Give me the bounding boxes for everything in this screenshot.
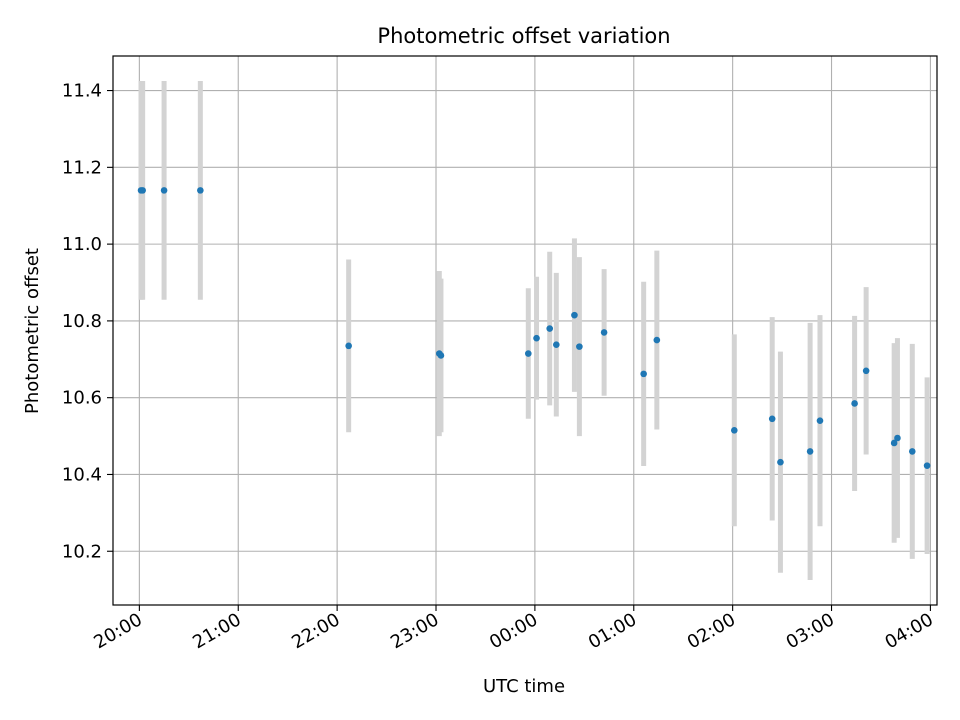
data-points (137, 187, 931, 469)
y-tick-label: 10.4 (62, 464, 102, 485)
data-point (640, 370, 647, 378)
chart-title: Photometric offset variation (377, 24, 670, 48)
data-point (576, 343, 583, 350)
data-point (546, 325, 554, 332)
data-point (923, 462, 931, 469)
data-point (139, 187, 146, 194)
plot-area-frame (112, 55, 938, 606)
data-point (862, 367, 870, 375)
data-point (524, 350, 532, 357)
data-point (160, 187, 168, 194)
data-point (768, 415, 776, 423)
data-point (816, 417, 824, 425)
y-tick-label: 10.8 (62, 311, 102, 332)
data-point (553, 341, 560, 349)
data-point (894, 434, 901, 442)
data-point (345, 342, 352, 350)
data-point (653, 336, 661, 344)
data-point (908, 448, 916, 455)
y-tick-label: 10.6 (62, 388, 102, 409)
data-point (437, 352, 445, 359)
x-axis-label: UTC time (483, 676, 565, 697)
y-axis-ticks: 10.2 10.4 10.6 10.8 11.0 11.2 11.4 (62, 81, 113, 562)
y-tick-label: 11.0 (62, 234, 102, 255)
data-point (730, 427, 738, 434)
data-point (533, 334, 540, 342)
data-point (890, 439, 898, 447)
data-point (571, 311, 578, 319)
y-tick-label: 10.2 (62, 541, 102, 562)
y-tick-label: 11.4 (62, 81, 102, 102)
y-tick-label: 11.2 (62, 157, 102, 178)
data-point (777, 458, 784, 466)
data-point (851, 400, 858, 407)
data-point (806, 448, 814, 455)
y-axis-label: Photometric offset (22, 248, 43, 414)
data-point (600, 329, 608, 336)
data-point (197, 187, 204, 194)
